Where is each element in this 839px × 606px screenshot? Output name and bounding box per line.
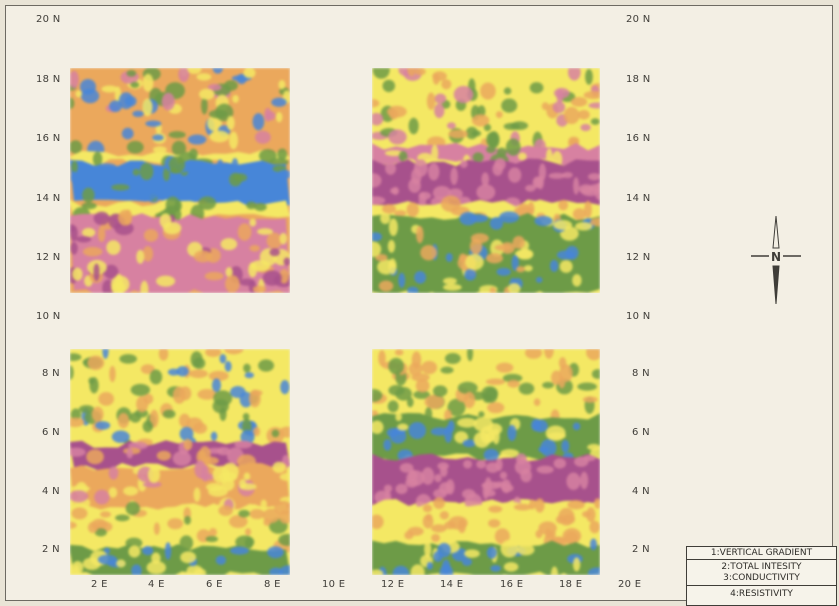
legend-number: 1 — [710, 548, 717, 558]
panel-resistivity — [372, 349, 600, 575]
y-label-right: 20 N — [626, 14, 651, 25]
legend-number: 2 — [721, 562, 728, 572]
y-label-right: 18 N — [626, 74, 651, 85]
compass-letter: N — [771, 250, 781, 264]
y-label-left: 8 N — [42, 368, 60, 379]
x-label: 10 E — [322, 579, 346, 590]
panel-vertical-gradient — [70, 68, 290, 293]
legend-label: VERTICAL GRADIENT — [719, 548, 813, 558]
legend-label: TOTAL INTESITY — [730, 562, 802, 572]
y-label-right: 6 N — [632, 427, 650, 438]
legend-number: 3 — [723, 573, 729, 583]
panel-conductivity — [70, 349, 290, 575]
survey-map-sheet: 20 N 18 N 16 N 14 N 12 N 10 N 8 N 6 N 4 … — [5, 5, 837, 606]
x-label: 2 E — [91, 579, 108, 590]
legend-item-4: 4:RESISTIVITY — [730, 589, 793, 599]
y-label-right: 14 N — [626, 193, 651, 204]
y-label-left: 12 N — [36, 252, 61, 263]
y-label-left: 16 N — [36, 133, 61, 144]
x-label: 12 E — [381, 579, 405, 590]
legend-label: CONDUCTIVITY — [731, 573, 800, 583]
y-label-left: 4 N — [42, 486, 60, 497]
legend-item-2-3: 2:TOTAL INTESITY 3:CONDUCTIVITY — [687, 560, 836, 586]
panel-3-field — [70, 349, 290, 575]
y-label-left: 6 N — [42, 427, 60, 438]
x-label: 20 E — [618, 579, 642, 590]
legend-label: RESISTIVITY — [738, 589, 793, 599]
y-label-left: 2 N — [42, 544, 60, 555]
y-label-left: 14 N — [36, 193, 61, 204]
x-label: 16 E — [500, 579, 524, 590]
legend-box: 1:VERTICAL GRADIENT 2:TOTAL INTESITY 3:C… — [686, 546, 837, 606]
x-label: 8 E — [264, 579, 281, 590]
x-label: 18 E — [559, 579, 583, 590]
y-label-right: 2 N — [632, 544, 650, 555]
y-label-left: 10 N — [36, 311, 61, 322]
panel-2-field — [372, 68, 600, 293]
x-label: 4 E — [148, 579, 165, 590]
y-label-right: 4 N — [632, 486, 650, 497]
y-label-left: 20 N — [36, 14, 61, 25]
panel-total-intensity — [372, 68, 600, 293]
y-label-right: 16 N — [626, 133, 651, 144]
panel-1-field — [70, 68, 290, 293]
legend-item-1: 1:VERTICAL GRADIENT — [687, 547, 836, 560]
y-label-right: 8 N — [632, 368, 650, 379]
legend-number: 4 — [730, 589, 736, 599]
x-label: 6 E — [206, 579, 223, 590]
north-arrow-icon: N — [751, 215, 801, 305]
x-label: 14 E — [440, 579, 464, 590]
y-label-left: 18 N — [36, 74, 61, 85]
y-label-right: 10 N — [626, 311, 651, 322]
panel-4-field — [372, 349, 600, 575]
y-label-right: 12 N — [626, 252, 651, 263]
